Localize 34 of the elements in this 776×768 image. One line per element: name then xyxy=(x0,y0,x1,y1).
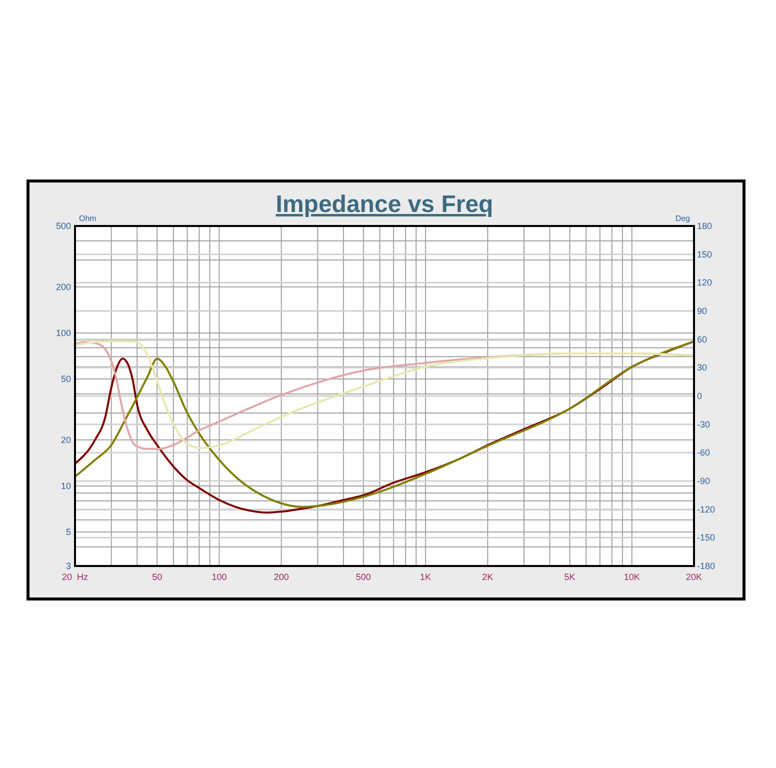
y2-axis-title: Deg xyxy=(675,214,690,223)
x-tick-label: 20 Hz xyxy=(62,572,89,582)
y-tick-label: 50 xyxy=(60,374,71,384)
y2-tick-label: 60 xyxy=(697,334,708,344)
y2-tick-label: -120 xyxy=(697,504,716,514)
y-axis-title: Ohm xyxy=(79,214,97,223)
x-tick-label: 2K xyxy=(482,572,494,582)
y2-tick-label: -60 xyxy=(697,448,710,458)
y-tick-label: 100 xyxy=(56,328,71,338)
y2-tick-label: -30 xyxy=(697,419,710,430)
y-tick-label: 200 xyxy=(56,282,71,292)
y2-tick-label: -90 xyxy=(697,476,710,486)
y-tick-label: 20 xyxy=(60,434,71,445)
x-tick-label: 100 xyxy=(212,572,227,582)
y2-tick-label: 150 xyxy=(697,249,712,260)
y2-tick-label: 180 xyxy=(697,221,712,231)
x-tick-label: 5K xyxy=(564,572,576,582)
x-tick-label: 20K xyxy=(686,572,702,582)
x-tick-label: 10K xyxy=(624,572,640,582)
x-tick-label: 500 xyxy=(356,572,371,582)
chart-title: Impedance vs Freq xyxy=(276,191,494,218)
y2-tick-label: 90 xyxy=(697,306,708,316)
x-tick-label: 1K xyxy=(420,572,432,582)
y-tick-label: 10 xyxy=(60,480,71,491)
y2-tick-label: 0 xyxy=(697,391,702,401)
y-tick-label: 5 xyxy=(66,527,71,538)
y2-tick-label: -180 xyxy=(697,561,716,571)
y2-tick-label: 120 xyxy=(697,278,712,288)
y2-tick-label: -150 xyxy=(697,532,716,543)
y-tick-label: 3 xyxy=(66,561,71,571)
x-tick-label: 50 xyxy=(152,572,162,582)
x-tick-label: 200 xyxy=(274,572,289,582)
y2-tick-label: 30 xyxy=(697,362,708,373)
y-tick-label: 500 xyxy=(56,221,71,231)
